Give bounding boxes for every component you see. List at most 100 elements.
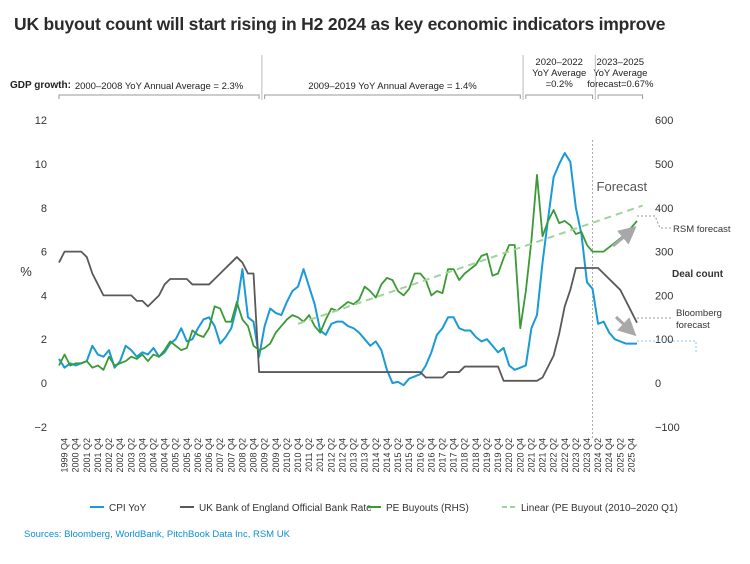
x-tick-label: 2000 Q4 <box>71 438 81 473</box>
x-tick-label: 2020 Q4 <box>515 438 525 473</box>
legend-label-cpi: CPI YoY <box>109 503 147 514</box>
x-tick-label: 2007 Q2 <box>215 438 225 473</box>
x-tick-label: 2007 Q4 <box>226 438 236 473</box>
x-tick-label: 2011 Q2 <box>304 438 314 472</box>
bloomberg-forecast-arrow <box>614 315 637 337</box>
right-tick-label: 200 <box>655 290 673 302</box>
legend-label-linear: Linear (PE Buyout (2010–2020 Q1) <box>521 503 678 514</box>
x-tick-label: 2023 Q4 <box>582 438 592 473</box>
x-tick-label: 2016 Q2 <box>415 438 425 473</box>
series-line-cpi <box>58 152 637 387</box>
period-bracket-1 <box>264 94 521 99</box>
x-tick-label: 2021 Q4 <box>538 438 548 473</box>
rsm-callout-line <box>637 215 672 229</box>
x-tick-label: 2009 Q2 <box>260 438 270 473</box>
x-tick-label: 2003 Q2 <box>126 438 136 473</box>
x-tick-label: 2017 Q2 <box>437 438 447 473</box>
x-tick-label: 2025 Q2 <box>615 438 625 473</box>
x-tick-label: 2006 Q4 <box>204 438 214 473</box>
x-tick-label: 2006 Q2 <box>193 438 203 473</box>
right-tick-label: 400 <box>655 203 673 215</box>
x-tick-label: 2002 Q4 <box>115 438 125 473</box>
left-tick-label: 12 <box>35 115 47 127</box>
x-tick-label: 2004 Q4 <box>160 438 170 473</box>
x-tick-label: 2001 Q4 <box>93 438 103 473</box>
period-label-3-line-0: 2023–2025 <box>597 57 645 68</box>
period-label-0: 2000–2008 YoY Annual Average = 2.3% <box>75 81 244 92</box>
rsm-forecast-arrow <box>612 226 637 248</box>
left-tick-label: 6 <box>41 247 47 259</box>
legend-label-boe: UK Bank of England Official Bank Rate <box>199 503 372 514</box>
x-tick-label: 2012 Q2 <box>326 438 336 473</box>
x-tick-label: 2018 Q4 <box>471 438 481 473</box>
left-tick-label: −2 <box>34 422 47 434</box>
x-tick-label: 2001 Q2 <box>82 438 92 473</box>
x-tick-label: 2018 Q2 <box>460 438 470 473</box>
x-tick-label: 2013 Q4 <box>360 438 370 473</box>
series-line-pe <box>58 174 638 371</box>
x-tick-label: 2008 Q2 <box>237 438 247 473</box>
x-tick-label: 2024 Q4 <box>604 438 614 473</box>
source-note: Sources: Bloomberg, WorldBank, PitchBook… <box>24 529 290 540</box>
x-tick-label: 2012 Q4 <box>337 438 347 473</box>
left-tick-label: 2 <box>41 334 47 346</box>
x-tick-label: 2010 Q2 <box>282 438 292 473</box>
left-tick-label: 8 <box>41 203 47 215</box>
right-tick-label: 0 <box>655 378 661 390</box>
period-label-3-line-2: forecast=0.67% <box>587 79 654 90</box>
rsm-forecast-label: RSM forecast <box>673 224 731 235</box>
period-bracket-3 <box>597 94 644 99</box>
x-tick-label: 2017 Q4 <box>449 438 459 473</box>
x-tick-label: 1999 Q4 <box>60 438 70 473</box>
chart-title: UK buyout count will start rising in H2 … <box>14 14 666 34</box>
x-tick-label: 2009 Q4 <box>271 438 281 473</box>
x-tick-label: 2023 Q2 <box>571 438 581 473</box>
x-tick-label: 2010 Q4 <box>293 438 303 473</box>
x-tick-label: 2003 Q4 <box>137 438 147 473</box>
x-tick-label: 2015 Q2 <box>393 438 403 473</box>
series-line-boe <box>58 250 638 382</box>
right-tick-label: 300 <box>655 247 673 259</box>
period-label-2-line-1: YoY Average <box>532 68 586 79</box>
x-tick-label: 2019 Q2 <box>482 438 492 473</box>
series-line-linear-trend <box>297 204 643 325</box>
gdp-label: GDP growth: <box>10 80 71 91</box>
bloomberg-forecast-label-line-0: Bloomberg <box>676 308 722 319</box>
right-tick-label: −100 <box>655 422 680 434</box>
period-label-1: 2009–2019 YoY Annual Average = 1.4% <box>308 81 477 92</box>
right-tick-label: 500 <box>655 159 673 171</box>
left-tick-label: 4 <box>41 290 47 302</box>
period-label-2-line-0: 2020–2022 <box>535 57 583 68</box>
x-tick-label: 2019 Q4 <box>493 438 503 473</box>
x-tick-label: 2002 Q2 <box>104 438 114 473</box>
x-tick-label: 2004 Q2 <box>148 438 158 473</box>
period-bracket-2 <box>525 94 594 99</box>
forecast-label: Forecast <box>597 179 648 194</box>
left-axis-label: % <box>20 264 32 279</box>
period-label-3-line-1: YoY Average <box>593 68 647 79</box>
legend-label-pe: PE Buyouts (RHS) <box>386 503 469 514</box>
x-tick-label: 2025 Q4 <box>626 438 636 473</box>
period-bracket-0 <box>58 94 260 99</box>
x-tick-label: 2005 Q4 <box>182 438 192 473</box>
left-tick-label: 0 <box>41 378 47 390</box>
x-tick-label: 2020 Q2 <box>504 438 514 473</box>
x-tick-label: 2021 Q2 <box>526 438 536 473</box>
x-tick-label: 2013 Q2 <box>349 438 359 473</box>
right-axis-label: Deal count <box>672 269 724 280</box>
x-tick-label: 2008 Q4 <box>249 438 259 473</box>
x-tick-label: 2005 Q2 <box>171 438 181 473</box>
x-tick-label: 2014 Q2 <box>371 438 381 473</box>
x-tick-label: 2016 Q4 <box>426 438 436 473</box>
x-tick-label: 2024 Q2 <box>593 438 603 473</box>
x-tick-label: 2011 Q4 <box>315 438 325 472</box>
x-tick-label: 2022 Q2 <box>549 438 559 473</box>
x-tick-label: 2015 Q4 <box>404 438 414 473</box>
right-tick-label: 100 <box>655 334 673 346</box>
bloomberg-forecast-label-line-1: forecast <box>676 320 710 331</box>
x-tick-label: 2014 Q4 <box>382 438 392 473</box>
left-tick-label: 10 <box>35 159 47 171</box>
x-tick-label: 2022 Q4 <box>560 438 570 473</box>
period-label-2-line-2: =0.2% <box>546 79 574 90</box>
